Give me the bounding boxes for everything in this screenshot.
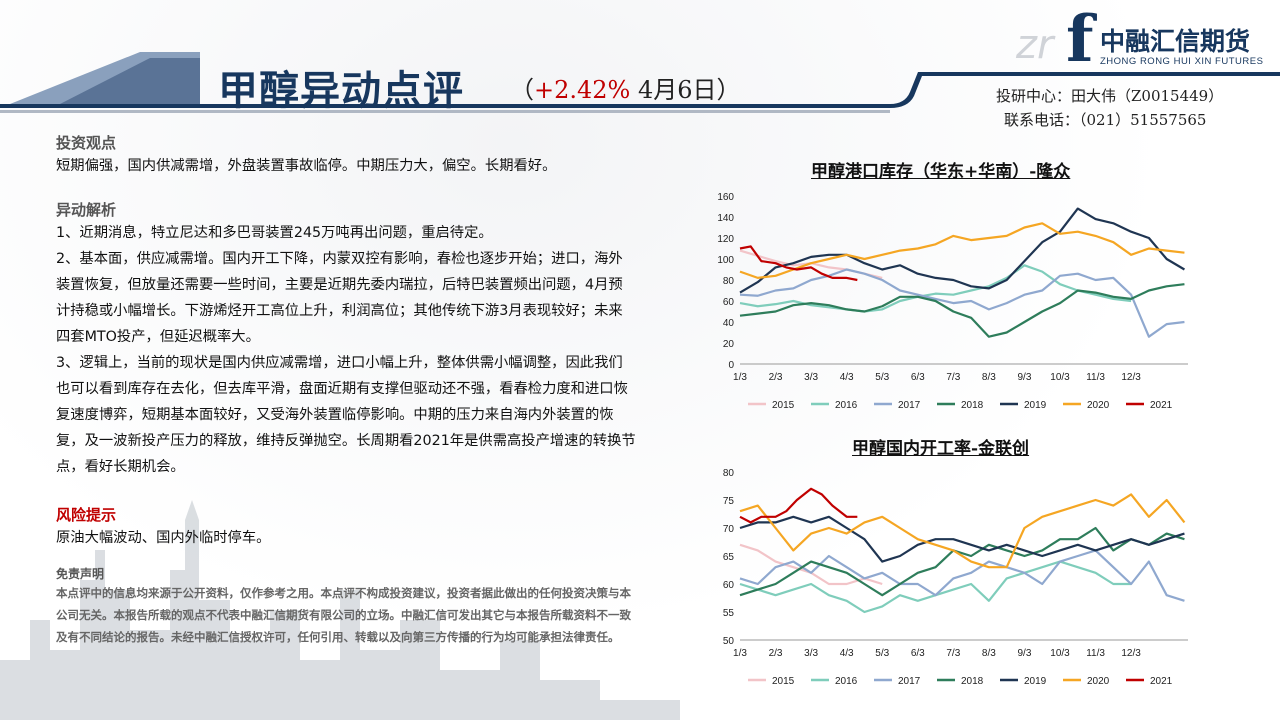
y-tick-label: 160 [717,192,734,203]
commentary-column: 投资观点 短期偏强，国内供减需增，外盘装置事故临停。中期压力大，偏空。长期看好。… [56,128,636,648]
x-tick-label: 12/3 [1121,372,1141,383]
x-tick-label: 11/3 [1086,648,1105,659]
y-tick-label: 40 [723,318,735,329]
analyst-line: 投研中心：田大伟（Z0015449） [996,87,1224,105]
legend-label-2021: 2021 [1150,676,1173,687]
x-tick-label: 9/3 [1017,648,1031,659]
phone-line: 联系电话：（021）51557565 [1004,111,1207,129]
y-tick-label: 75 [723,496,735,507]
x-tick-label: 7/3 [946,648,960,659]
legend-label-2021: 2021 [1150,400,1173,411]
report-date: 4月6日） [630,76,741,104]
series-line-2019 [739,515,1185,563]
page-subtitle: （+2.42% 4月6日） [510,70,741,105]
analysis-point-1: 1、近期消息，特立尼达和多巴哥装置245万吨再出问题，重启待定。 [56,225,493,241]
series-line-2018 [739,283,1185,338]
series-line-2017 [739,268,1185,338]
x-tick-label: 2/3 [769,648,783,659]
subtitle-open: （ [510,76,534,104]
y-tick-label: 60 [723,297,735,308]
view-title: 投资观点 [56,134,117,152]
analysis-title: 异动解析 [56,201,117,219]
inventory-chart-title: 甲醇港口库存（华东+华南）-隆众 [811,162,1071,182]
legend-label-2019: 2019 [1024,400,1047,411]
legend-label-2017: 2017 [898,676,921,687]
run-rate-chart: 50 55 60 65 70 75 80 1/3 2/3 3/3 4/3 5/3 6/3 7/3 8/3 9/… [723,468,1188,687]
x-tick-label: 4/3 [840,372,854,383]
inventory-chart: 0 20 40 60 80 100 120 140 160 1/3 2/3 3/3 4/3 5/3 6/3 7… [717,192,1188,411]
y-tick-label: 80 [723,276,735,287]
logo-f-mark: f [1066,2,1094,77]
header-band [0,52,1280,113]
x-tick-label: 12/3 [1121,648,1141,659]
y-tick-label: 70 [723,524,735,535]
series-line-2021 [739,487,858,524]
legend-label-2020: 2020 [1087,400,1110,411]
series-line-2021 [739,245,858,282]
disclaimer-title: 免责声明 [56,567,105,581]
y-tick-label: 50 [723,636,735,647]
legend-label-2016: 2016 [835,400,858,411]
run-rate-chart-title: 甲醇国内开工率-金联创 [852,439,1030,459]
disclaimer-text: 本点评中的信息均来源于公开资料，仅作参考之用。本点评不构成投资建议，投资者据此做… [56,586,631,644]
x-tick-label: 6/3 [911,648,925,659]
page-title: 甲醇异动点评 [218,68,464,114]
legend-label-2017: 2017 [898,400,921,411]
x-tick-label: 9/3 [1017,372,1031,383]
y-tick-label: 60 [723,580,735,591]
x-tick-label: 5/3 [875,648,889,659]
x-tick-label: 11/3 [1086,372,1105,383]
price-change: +2.42% [534,76,631,104]
x-tick-label: 7/3 [946,372,960,383]
y-tick-label: 20 [723,339,735,350]
series-line-2019 [739,207,1186,294]
x-tick-label: 10/3 [1050,648,1070,659]
series-line-2015 [739,543,883,586]
x-tick-label: 3/3 [804,648,818,659]
y-tick-label: 100 [717,255,734,266]
x-tick-label: 1/3 [733,648,747,659]
legend-label-2015: 2015 [772,400,795,411]
analysis-point-2: 2、基本面，供应减需增。国内开工下降，内蒙双控有影响，春检也逐步开始；进口，海外… [56,251,623,345]
skyline-decoration [0,500,680,720]
y-tick-label: 140 [717,213,734,224]
legend-label-2015: 2015 [772,676,795,687]
view-text: 短期偏强，国内供减需增，外盘装置事故临停。中期压力大，偏空。长期看好。 [56,158,557,174]
company-name-en: ZHONG RONG HUI XIN FUTURES [1100,56,1264,67]
x-tick-label: 6/3 [911,372,925,383]
legend-label-2018: 2018 [961,676,984,687]
y-tick-label: 120 [717,234,734,245]
legend-label-2019: 2019 [1024,676,1047,687]
x-tick-label: 4/3 [840,648,854,659]
y-tick-label: 55 [723,608,735,619]
series-line-2020 [739,493,1186,569]
x-tick-label: 5/3 [875,372,889,383]
x-tick-label: 2/3 [769,372,783,383]
logo-zr-mark: zr [1016,22,1054,68]
legend-label-2018: 2018 [961,400,984,411]
x-tick-label: 1/3 [733,372,747,383]
contact-info: 投研中心：田大伟（Z0015449） 联系电话：（021）51557565 [996,84,1223,132]
x-tick-label: 8/3 [982,648,996,659]
legend-label-2016: 2016 [835,676,858,687]
y-tick-label: 0 [728,360,734,371]
x-tick-label: 3/3 [804,372,818,383]
y-tick-label: 80 [723,468,735,479]
risk-text: 原油大幅波动、国内外临时停车。 [56,530,271,546]
analysis-point-3: 3、逻辑上，当前的现状是国内供应减需增，进口小幅上升，整体供需小幅调整，因此我们… [56,355,636,475]
risk-title: 风险提示 [56,506,117,524]
series-line-2020 [739,222,1185,280]
legend-label-2020: 2020 [1087,676,1110,687]
x-tick-label: 10/3 [1050,372,1070,383]
series-line-2017 [739,549,1185,602]
x-tick-label: 8/3 [982,372,996,383]
company-name-cn: 中融汇信期货 [1100,27,1251,56]
y-tick-label: 65 [723,552,735,563]
